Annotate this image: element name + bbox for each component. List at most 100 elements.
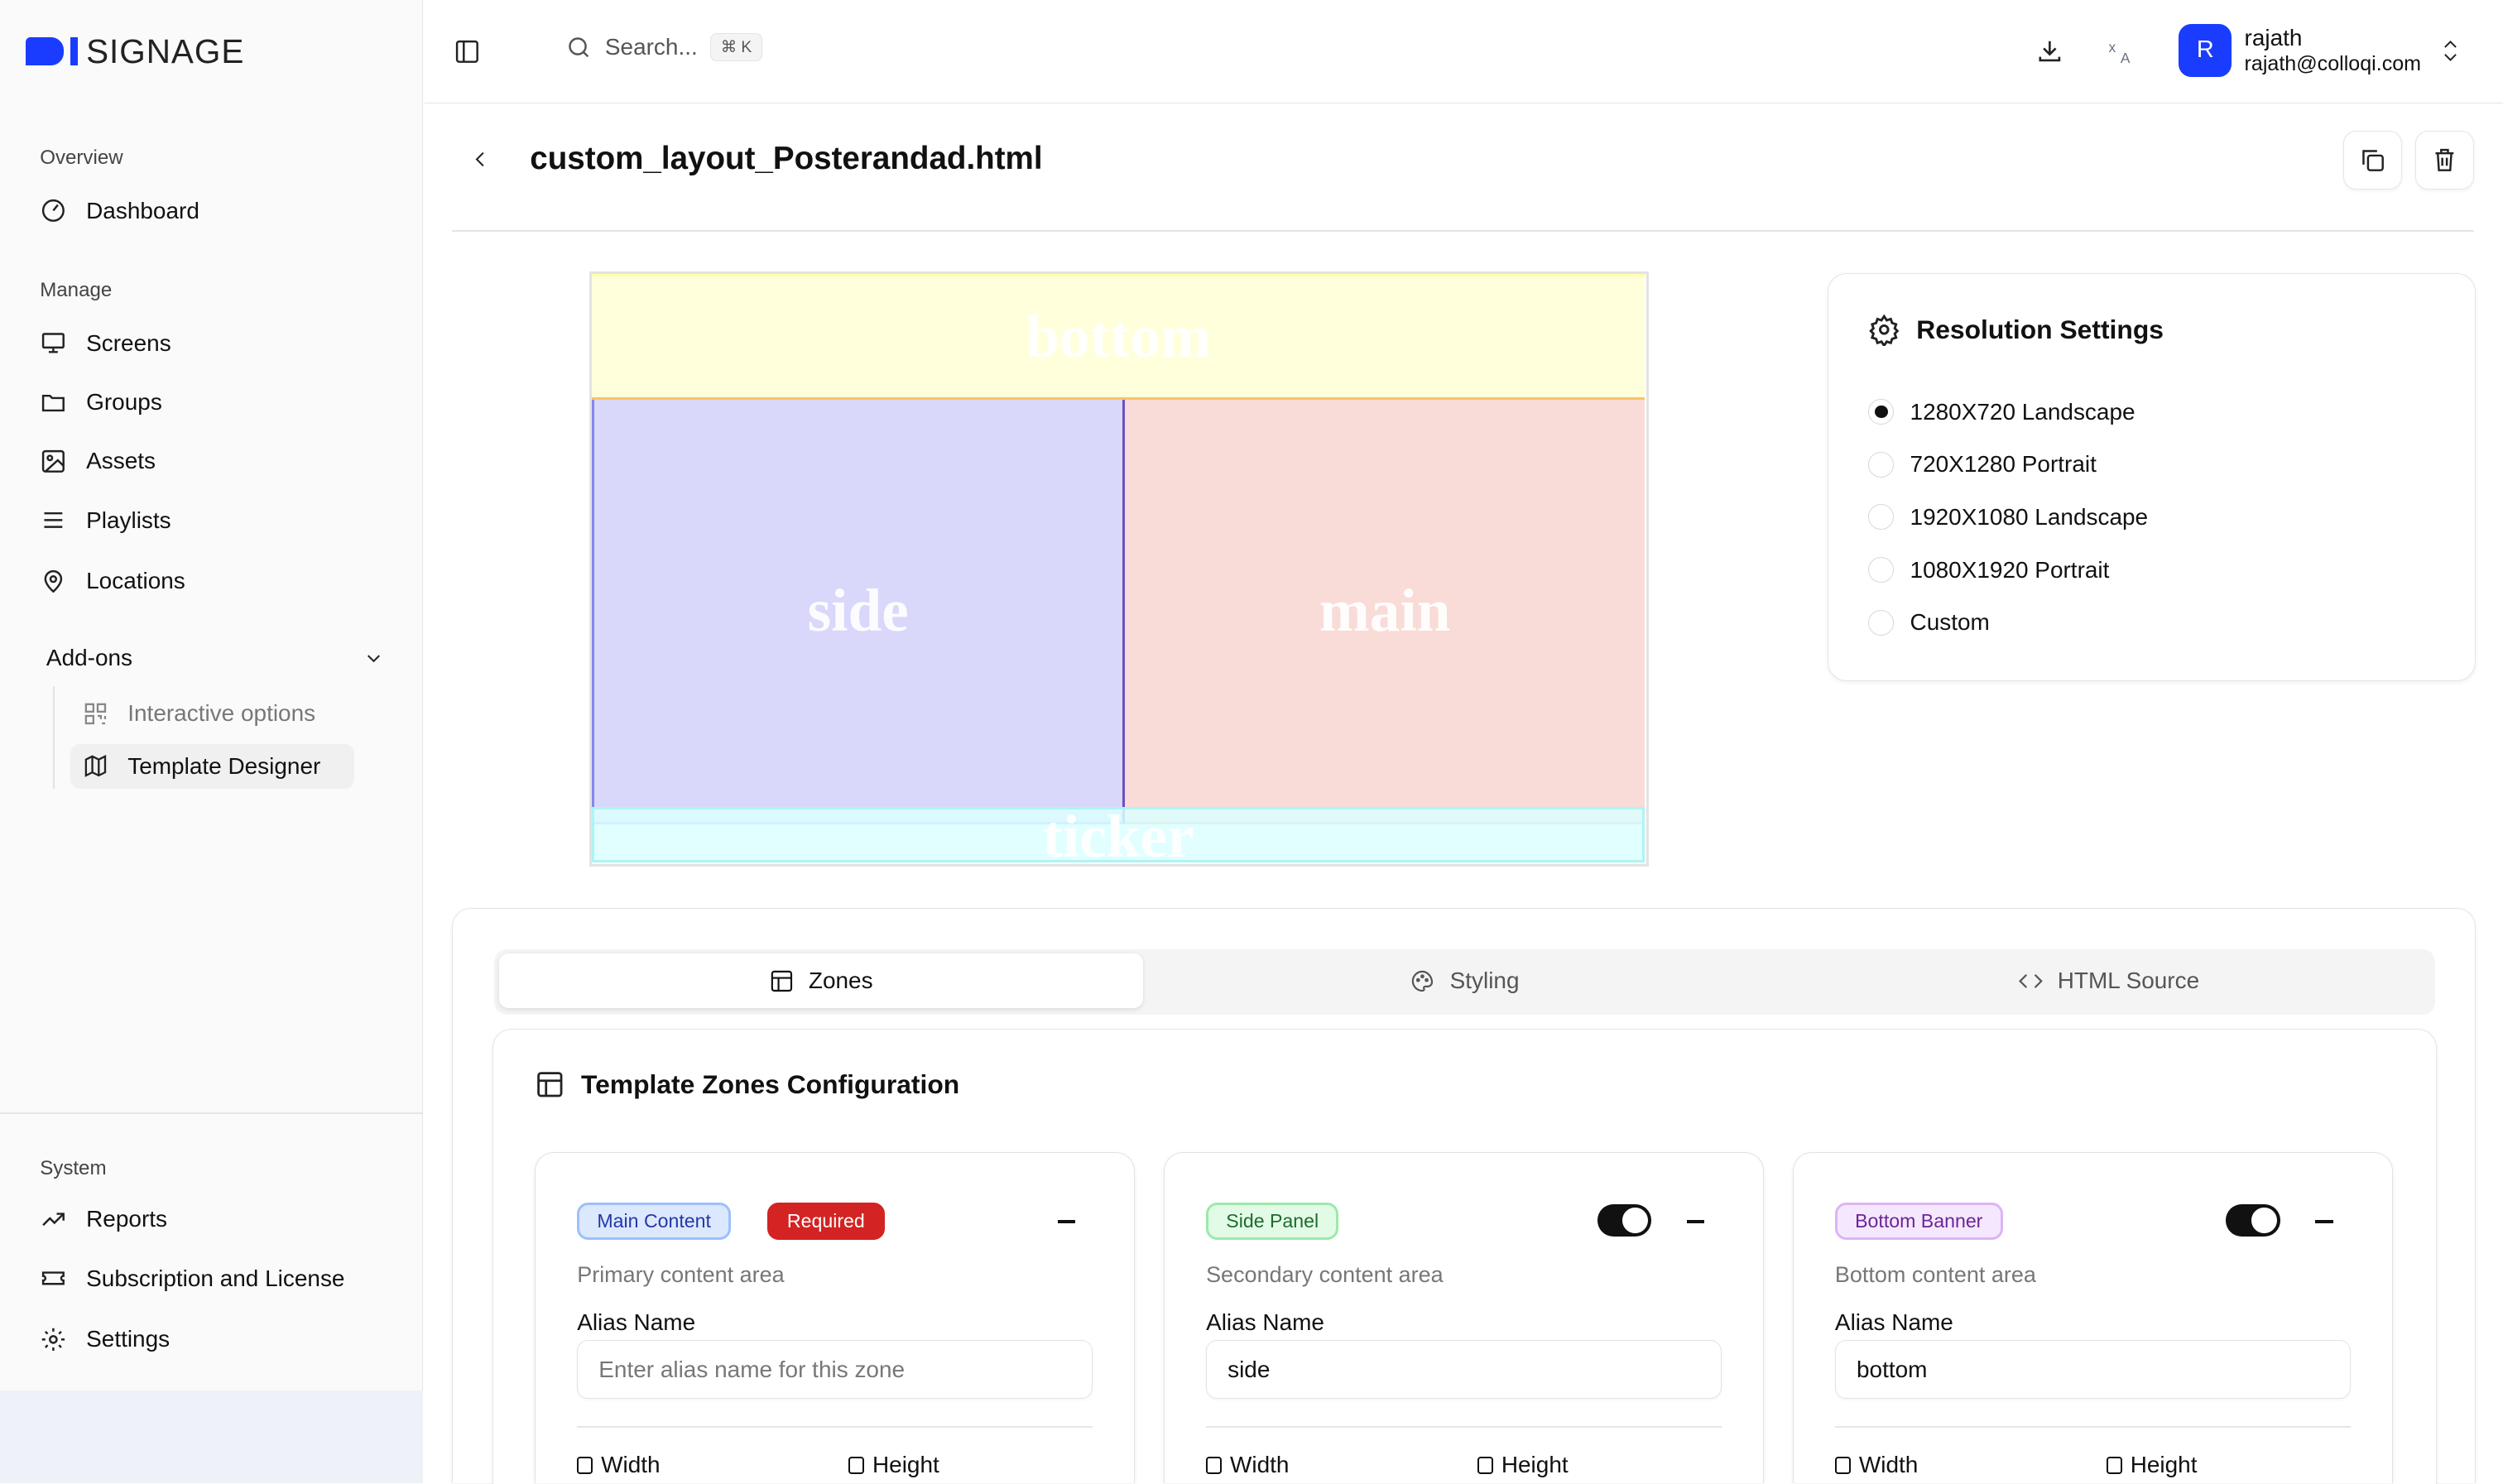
resolution-option[interactable]: 1920X1080 Landscape xyxy=(1868,491,2148,544)
avatar[interactable]: R xyxy=(2179,23,2232,77)
page-title: custom_layout_Posterandad.html xyxy=(530,140,1043,176)
ticket-icon xyxy=(42,1271,65,1285)
search-placeholder: Search... xyxy=(604,34,698,60)
radio-button[interactable] xyxy=(1868,399,1895,425)
height-checkbox[interactable]: Height xyxy=(1477,1452,1569,1479)
sidebar-item-groups[interactable]: Groups xyxy=(40,378,162,426)
zone-label: main xyxy=(1319,577,1451,645)
radio-label: 720X1280 Portrait xyxy=(1910,451,2097,478)
map-pin-icon xyxy=(44,569,63,593)
required-badge: Required xyxy=(766,1203,885,1240)
duplicate-button[interactable] xyxy=(2343,131,2403,190)
collapse-button[interactable] xyxy=(2315,1220,2333,1224)
zone-enabled-toggle[interactable] xyxy=(1597,1204,1652,1237)
zone-label: side xyxy=(807,577,909,645)
code-icon xyxy=(2018,973,2043,988)
sidebar-item-subscription[interactable]: Subscription and License xyxy=(40,1255,344,1303)
sidebar-footer xyxy=(0,1390,424,1483)
radio-button[interactable] xyxy=(1868,451,1895,478)
addons-toggle[interactable]: Add-ons xyxy=(46,645,385,671)
sidebar-item-label: Playlists xyxy=(86,507,171,533)
section-system: System xyxy=(40,1157,107,1180)
resolution-settings-card: Resolution Settings 1280X720 Landscape 72… xyxy=(1828,272,2477,682)
trash-icon xyxy=(2435,149,2454,172)
palette-icon xyxy=(1412,970,1434,992)
sidebar-item-label: Settings xyxy=(86,1326,171,1352)
checkbox-label: Height xyxy=(872,1452,939,1478)
logo-text: SIGNAGE xyxy=(86,31,245,70)
collapse-button[interactable] xyxy=(1057,1220,1075,1224)
width-checkbox[interactable]: Width xyxy=(577,1452,661,1479)
checkbox-label: Width xyxy=(1858,1452,1919,1478)
download-icon[interactable] xyxy=(2035,36,2064,65)
user-info[interactable]: rajath rajath@colloqi.com xyxy=(2245,25,2422,77)
radio-button[interactable] xyxy=(1868,557,1895,583)
tab-zones[interactable]: Zones xyxy=(498,953,1143,1008)
resolution-title: Resolution Settings xyxy=(1916,314,2164,344)
resolution-option[interactable]: 1280X720 Landscape xyxy=(1868,386,2148,439)
folder-icon xyxy=(42,394,65,411)
shortcut-badge: ⌘ K xyxy=(710,33,762,62)
zone-main[interactable]: main xyxy=(1124,400,1645,825)
width-checkbox[interactable]: Width xyxy=(1206,1452,1289,1479)
trending-up-icon xyxy=(42,1213,65,1227)
radio-label: 1280X720 Landscape xyxy=(1910,398,2135,425)
layout-icon xyxy=(537,1072,563,1097)
zone-enabled-toggle[interactable] xyxy=(2226,1204,2280,1237)
back-icon[interactable] xyxy=(469,148,492,170)
resolution-option[interactable]: 1080X1920 Portrait xyxy=(1868,544,2148,597)
alias-label: Alias Name xyxy=(577,1309,696,1336)
radio-label: 1920X1080 Landscape xyxy=(1910,503,2149,530)
sidebar: SIGNAGE Overview Dashboard Manage Screen… xyxy=(0,0,424,1483)
alias-input[interactable] xyxy=(1834,1340,2351,1400)
gear-icon xyxy=(1869,314,1900,346)
alias-input[interactable] xyxy=(577,1340,1093,1400)
zones-config-title: Template Zones Configuration xyxy=(581,1069,960,1100)
height-checkbox[interactable]: Height xyxy=(2106,1452,2198,1479)
tab-bar: Zones Styling HTML Source xyxy=(493,949,2436,1015)
sidebar-item-interactive-options[interactable]: Interactive options xyxy=(70,691,354,736)
sidebar-item-label: Screens xyxy=(86,329,171,356)
sidebar-item-label: Locations xyxy=(86,567,185,593)
qr-code-icon xyxy=(84,703,107,724)
sidebar-item-playlists[interactable]: Playlists xyxy=(40,497,171,545)
zone-card-bottom: Bottom Banner Bottom content area Alias … xyxy=(1792,1152,2393,1483)
resolution-option[interactable]: Custom xyxy=(1868,596,2148,649)
resolution-option[interactable]: 720X1280 Portrait xyxy=(1868,438,2148,491)
height-checkbox[interactable]: Height xyxy=(848,1452,939,1479)
monitor-icon xyxy=(42,333,65,353)
zone-bottom[interactable]: bottom xyxy=(591,273,1645,401)
radio-button[interactable] xyxy=(1868,609,1895,636)
sidebar-item-template-designer[interactable]: Template Designer xyxy=(70,743,355,789)
delete-button[interactable] xyxy=(2414,131,2475,190)
divider xyxy=(451,229,2475,232)
gear-icon xyxy=(41,1328,65,1351)
checkbox-label: Height xyxy=(2130,1452,2198,1478)
sidebar-toggle-icon[interactable] xyxy=(454,38,481,65)
chevrons-up-down-icon[interactable] xyxy=(2439,38,2462,64)
sidebar-item-settings[interactable]: Settings xyxy=(40,1315,170,1363)
collapse-button[interactable] xyxy=(1686,1220,1704,1224)
sidebar-item-screens[interactable]: Screens xyxy=(40,319,171,367)
tab-styling[interactable]: Styling xyxy=(1143,953,1787,1008)
tab-html-source[interactable]: HTML Source xyxy=(1786,953,2430,1008)
search-button[interactable]: Search... ⌘ K xyxy=(565,33,762,62)
sidebar-item-locations[interactable]: Locations xyxy=(40,557,185,605)
alias-label: Alias Name xyxy=(1206,1309,1324,1336)
zone-description: Primary content area xyxy=(577,1261,785,1287)
sidebar-item-reports[interactable]: Reports xyxy=(40,1195,167,1243)
zone-ticker[interactable]: ticker xyxy=(591,806,1645,863)
resolution-options: 1280X720 Landscape 720X1280 Portrait 1920X… xyxy=(1868,386,2148,649)
width-checkbox[interactable]: Width xyxy=(1834,1452,1919,1479)
checkbox-label: Width xyxy=(1229,1452,1290,1478)
alias-input[interactable] xyxy=(1206,1340,1722,1400)
chevron-down-icon xyxy=(367,655,380,662)
translate-icon[interactable]: xA xyxy=(2107,36,2136,65)
divider xyxy=(0,1112,424,1115)
map-icon xyxy=(84,755,107,778)
logo[interactable]: SIGNAGE xyxy=(25,31,245,71)
sidebar-item-assets[interactable]: Assets xyxy=(40,437,156,485)
sidebar-item-dashboard[interactable]: Dashboard xyxy=(40,187,199,235)
zone-side[interactable]: side xyxy=(591,400,1125,825)
radio-button[interactable] xyxy=(1868,504,1895,531)
